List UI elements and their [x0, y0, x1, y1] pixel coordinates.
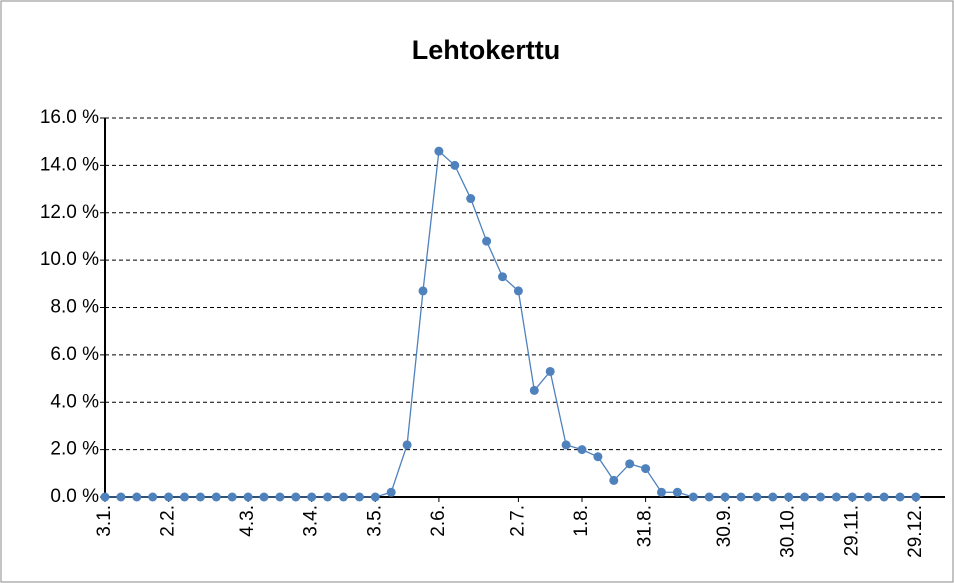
x-tick-label: 2.2.: [158, 505, 179, 537]
x-tick-label: 2.7.: [507, 505, 528, 537]
data-point: [609, 475, 619, 485]
x-tick-label: 3.4.: [301, 505, 322, 537]
x-tick-label: 2.6.: [428, 505, 449, 537]
x-tick-label: 29.11.: [841, 505, 862, 556]
data-point: [275, 492, 285, 502]
chart-title: Lehtokerttu: [412, 35, 561, 65]
series-line: [105, 149, 916, 498]
y-tick-label: 14.0 %: [40, 154, 99, 175]
x-tick-label: 29.12.: [905, 505, 926, 558]
data-point: [784, 492, 794, 502]
data-point: [768, 492, 778, 502]
data-point: [752, 492, 762, 502]
data-point: [227, 492, 237, 502]
data-point: [211, 492, 221, 502]
data-point: [577, 445, 587, 455]
x-tick-label: 1.8.: [571, 505, 592, 537]
data-point: [180, 492, 189, 502]
data-point: [466, 194, 476, 204]
data-point: [386, 487, 396, 497]
data-point: [323, 492, 333, 502]
data-point: [291, 492, 301, 502]
data-point: [418, 286, 428, 296]
data-point: [132, 492, 142, 502]
data-point: [243, 492, 253, 502]
data-point: [704, 492, 714, 502]
data-point: [641, 464, 651, 474]
data-point: [339, 492, 348, 502]
data-point: [625, 459, 635, 469]
y-tick-label: 2.0 %: [50, 439, 99, 460]
x-tick-label: 3.5.: [364, 505, 385, 537]
x-tick-label: 3.1.: [94, 505, 115, 537]
data-point: [482, 236, 492, 246]
x-tick-label: 30.10.: [778, 505, 799, 558]
data-point: [800, 492, 810, 502]
y-tick-label: 8.0 %: [50, 297, 99, 318]
data-point: [307, 492, 317, 502]
data-point: [354, 492, 364, 502]
data-point: [513, 286, 523, 296]
data-point: [402, 440, 412, 450]
data-point: [672, 487, 682, 497]
data-point: [720, 492, 730, 502]
data-point: [593, 452, 603, 462]
data-point: [434, 146, 444, 156]
data-point: [498, 272, 507, 282]
y-tick-label: 4.0 %: [50, 391, 99, 412]
data-point: [736, 492, 746, 502]
data-point: [879, 492, 889, 502]
x-tick-label: 31.8.: [635, 505, 656, 547]
data-point: [688, 492, 698, 502]
x-tick-label: 4.3.: [237, 505, 258, 537]
data-point: [561, 440, 571, 450]
y-tick-label: 6.0 %: [50, 344, 99, 365]
data-point: [100, 492, 110, 502]
y-tick-label: 12.0 %: [40, 202, 99, 223]
data-point: [863, 492, 873, 502]
data-point: [164, 492, 174, 502]
data-point: [195, 492, 205, 502]
x-tick-label: 30.9.: [714, 505, 735, 547]
data-point: [545, 366, 555, 376]
data-point: [370, 492, 380, 502]
data-point: [895, 492, 905, 502]
data-point: [116, 492, 126, 502]
data-point: [529, 385, 539, 395]
y-tick-label: 0.0 %: [50, 486, 99, 507]
data-point: [831, 492, 841, 502]
y-tick-label: 10.0 %: [40, 249, 99, 270]
data-point: [259, 492, 269, 502]
data-point: [148, 492, 158, 502]
data-point: [657, 487, 666, 497]
y-tick-label: 16.0 %: [40, 107, 99, 128]
data-point: [911, 492, 921, 502]
data-point: [816, 492, 825, 502]
data-point: [450, 160, 460, 170]
data-point: [847, 492, 857, 502]
